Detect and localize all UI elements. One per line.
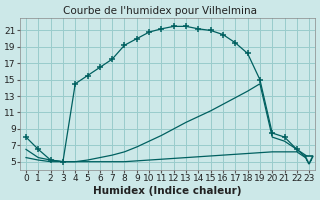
X-axis label: Humidex (Indice chaleur): Humidex (Indice chaleur) [93,186,242,196]
Text: Courbe de l'humidex pour Vilhelmina: Courbe de l'humidex pour Vilhelmina [63,6,257,16]
